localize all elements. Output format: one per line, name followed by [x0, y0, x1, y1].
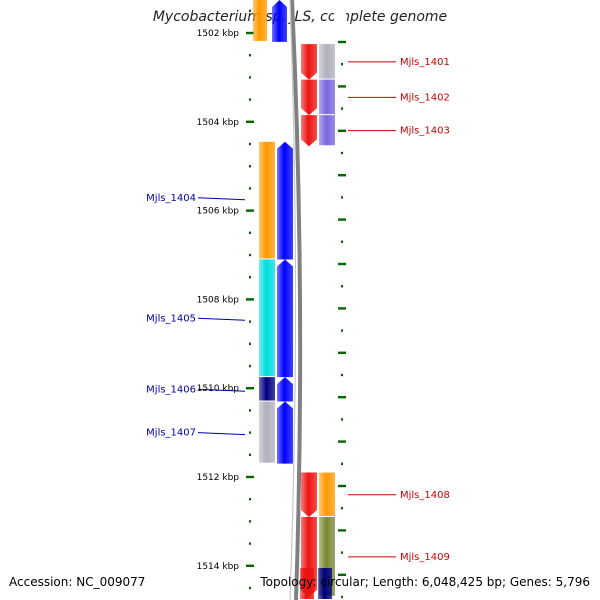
gene-cog-bar [259, 377, 275, 401]
gene-cog-bar [319, 115, 335, 146]
gene-arrow-forward [301, 79, 317, 116]
gene-label-mjls_1406: Mjls_1406 [146, 384, 196, 395]
gene-label-mjls_1403: Mjls_1403 [400, 126, 450, 137]
ruler-tick-label: 1506 kbp [197, 207, 240, 217]
map-title: Mycobacterium sp. JLS, complete genome [152, 9, 448, 25]
backbone-line [290, 0, 303, 600]
gene-label-mjls_1409: Mjls_1409 [400, 552, 450, 563]
edge-arrow-reverse [272, 0, 287, 42]
gene-features [253, 0, 346, 599]
ruler-tick-label: 1502 kbp [197, 29, 240, 39]
gene-arrow-reverse [277, 141, 293, 260]
gene-cog-bar [259, 141, 275, 259]
genome-backbone [289, 0, 303, 600]
gene-label-mjls_1401: Mjls_1401 [400, 57, 450, 68]
topology-text: Topology: circular; Length: 6,048,425 bp… [260, 575, 590, 589]
gene-label-mjls_1402: Mjls_1402 [400, 92, 450, 103]
edge-feature-bottom [300, 568, 314, 599]
backbone-inner-line [289, 0, 297, 600]
gene-arrow-reverse [277, 377, 293, 402]
gene-arrow-forward [301, 44, 317, 80]
gene-label-mjls_1405: Mjls_1405 [146, 313, 196, 324]
edge-feature-bottom [318, 568, 332, 599]
gene-arrow-reverse [277, 259, 293, 378]
gene-cog-bar [259, 401, 275, 463]
ruler-tick-label: 1508 kbp [197, 295, 240, 305]
edge-cog-bar [253, 0, 267, 41]
gene-cog-bar [319, 44, 335, 79]
ruler-tick-label: 1504 kbp [197, 118, 240, 128]
ruler-tick-label: 1512 kbp [197, 473, 240, 483]
gene-leader-line [197, 432, 246, 436]
gene-leader-line [197, 197, 246, 201]
ruler-tick-label: 1514 kbp [197, 562, 240, 572]
gene-labels: Mjls_1401 Mjls_1402 Mjls_1403 Mjls_1404 Mjls… [146, 57, 450, 563]
gene-label-mjls_1408: Mjls_1408 [400, 490, 450, 501]
gene-arrow-forward [301, 115, 317, 147]
gene-cog-bar [319, 472, 335, 516]
gene-cog-bar [319, 79, 335, 115]
accession-text: Accession: NC_009077 [9, 575, 146, 589]
gene-label-mjls_1404: Mjls_1404 [146, 193, 196, 204]
gene-arrow-reverse [277, 401, 293, 464]
ruler-tick-label: 1510 kbp [197, 384, 240, 394]
gene-arrow-forward [301, 472, 317, 517]
gene-leader-line [197, 317, 246, 321]
ruler-ticks: 1502 kbp 1504 kbp 1506 kbp 1508 kbp 1510 kbp… [197, 9, 346, 599]
gene-cog-bar [259, 259, 275, 377]
gene-label-mjls_1407: Mjls_1407 [146, 428, 196, 439]
gene-leader-line [197, 388, 246, 392]
edge-feature-top [334, 0, 346, 30]
